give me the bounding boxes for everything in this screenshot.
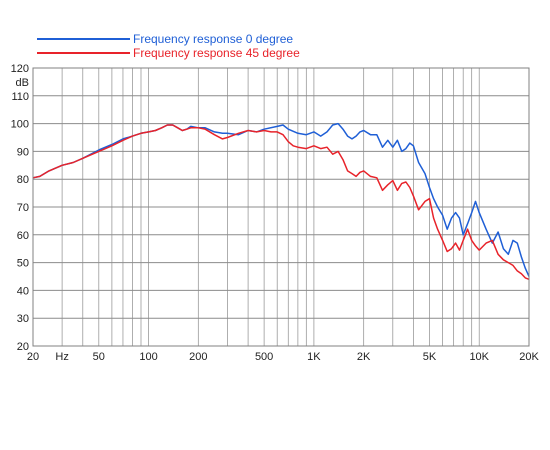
y-tick-label: 50	[17, 258, 29, 270]
y-tick-label: 110	[11, 91, 29, 103]
legend-label: Frequency response 0 degree	[133, 32, 293, 46]
x-tick-label: Hz	[55, 351, 68, 363]
x-tick-label: 20	[27, 351, 39, 363]
y-tick-label: 60	[17, 230, 29, 242]
y-tick-label: 80	[17, 174, 29, 186]
y-tick-label: 120	[11, 63, 29, 75]
x-tick-label: 100	[139, 351, 157, 363]
y-tick-label: 30	[17, 313, 29, 325]
plot-frame	[32, 67, 530, 347]
y-tick-label: 40	[17, 285, 29, 297]
y-tick-label: 100	[11, 119, 29, 131]
x-tick-label: 5K	[423, 351, 437, 363]
y-tick-label: 20	[17, 341, 29, 353]
x-tick-label: 50	[93, 351, 105, 363]
y-tick-label: 70	[17, 202, 29, 214]
x-tick-label: 200	[189, 351, 207, 363]
x-axis-tick-labels: 20 Hz 50 100 200 500 1K 2K 5K 10K 20K	[27, 351, 540, 363]
series-line-0-degree	[32, 122, 530, 277]
x-tick-label: 10K	[469, 351, 489, 363]
x-tick-label: 2K	[357, 351, 371, 363]
series-line-45-degree	[32, 124, 530, 281]
x-tick-label: 500	[255, 351, 273, 363]
x-tick-label: 20K	[519, 351, 539, 363]
y-axis-tick-labels: 20 30 40 50 60 70 80 90 100 110 120	[11, 63, 29, 353]
series-lines	[32, 122, 530, 281]
y-tick-label: 90	[17, 146, 29, 158]
grid-lines	[33, 68, 529, 346]
y-axis-unit-label: dB	[16, 77, 29, 89]
legend-label: Frequency response 45 degree	[133, 46, 300, 60]
x-tick-label: 1K	[307, 351, 321, 363]
